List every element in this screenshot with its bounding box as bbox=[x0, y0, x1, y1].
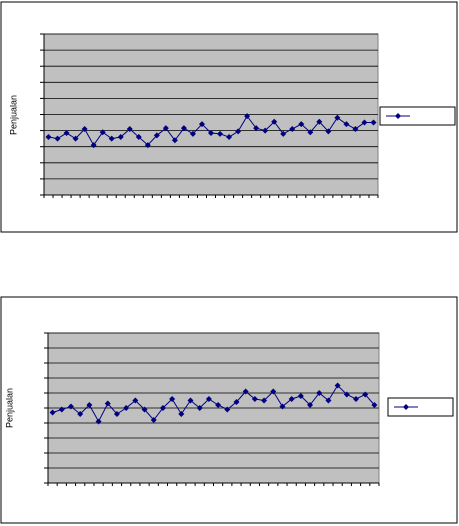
point bbox=[297, 393, 304, 399]
point bbox=[370, 119, 377, 126]
point bbox=[86, 402, 93, 408]
point bbox=[261, 397, 268, 404]
point bbox=[132, 397, 139, 404]
y-axis-label: Penjualan bbox=[4, 388, 14, 428]
point bbox=[235, 128, 242, 135]
point bbox=[95, 418, 102, 425]
point bbox=[316, 118, 323, 125]
point bbox=[361, 119, 368, 126]
point bbox=[126, 125, 133, 132]
point bbox=[196, 405, 203, 411]
point bbox=[208, 130, 214, 137]
point bbox=[262, 127, 269, 134]
point bbox=[198, 121, 205, 128]
point bbox=[352, 125, 359, 132]
point bbox=[253, 125, 260, 132]
point bbox=[123, 405, 130, 411]
point bbox=[81, 125, 88, 132]
point bbox=[108, 135, 115, 142]
point bbox=[159, 405, 166, 411]
point bbox=[334, 382, 341, 389]
point bbox=[215, 402, 222, 408]
point bbox=[226, 134, 233, 141]
point bbox=[271, 118, 278, 125]
legend-marker bbox=[395, 113, 401, 119]
point bbox=[371, 402, 378, 408]
point bbox=[205, 396, 212, 402]
point bbox=[288, 396, 295, 402]
point bbox=[307, 129, 314, 136]
point bbox=[169, 396, 176, 402]
point bbox=[150, 417, 157, 423]
point bbox=[135, 134, 142, 141]
point bbox=[244, 113, 251, 120]
point bbox=[307, 402, 314, 408]
point bbox=[279, 403, 286, 410]
point bbox=[153, 132, 160, 139]
point bbox=[45, 134, 52, 141]
point bbox=[113, 411, 120, 417]
point bbox=[242, 388, 249, 395]
point bbox=[325, 128, 332, 135]
point bbox=[144, 142, 151, 149]
point bbox=[141, 406, 148, 413]
point bbox=[162, 125, 169, 132]
point bbox=[178, 411, 185, 417]
point bbox=[217, 130, 224, 137]
point bbox=[63, 130, 70, 137]
legend bbox=[387, 397, 454, 417]
point bbox=[58, 406, 65, 413]
point bbox=[233, 399, 240, 405]
point bbox=[334, 114, 341, 121]
point bbox=[67, 403, 74, 410]
point bbox=[72, 135, 79, 142]
legend-marker bbox=[403, 404, 409, 410]
y-axis-label: Penjualan bbox=[8, 95, 18, 135]
point bbox=[298, 121, 305, 128]
point bbox=[189, 130, 196, 137]
point bbox=[343, 121, 350, 128]
point bbox=[316, 390, 323, 396]
point bbox=[77, 411, 84, 417]
point bbox=[362, 391, 369, 398]
point bbox=[117, 134, 124, 141]
point bbox=[99, 129, 106, 136]
point bbox=[54, 135, 61, 142]
point bbox=[353, 396, 360, 402]
point bbox=[270, 388, 277, 395]
legend bbox=[379, 106, 456, 126]
point bbox=[104, 400, 111, 407]
point bbox=[224, 406, 231, 413]
point bbox=[251, 396, 258, 402]
point bbox=[343, 391, 350, 398]
point bbox=[325, 397, 332, 404]
point bbox=[187, 397, 194, 404]
point bbox=[280, 130, 287, 137]
point bbox=[171, 137, 178, 144]
point bbox=[90, 142, 97, 149]
point bbox=[180, 125, 187, 132]
point bbox=[49, 409, 56, 416]
point bbox=[289, 125, 296, 132]
